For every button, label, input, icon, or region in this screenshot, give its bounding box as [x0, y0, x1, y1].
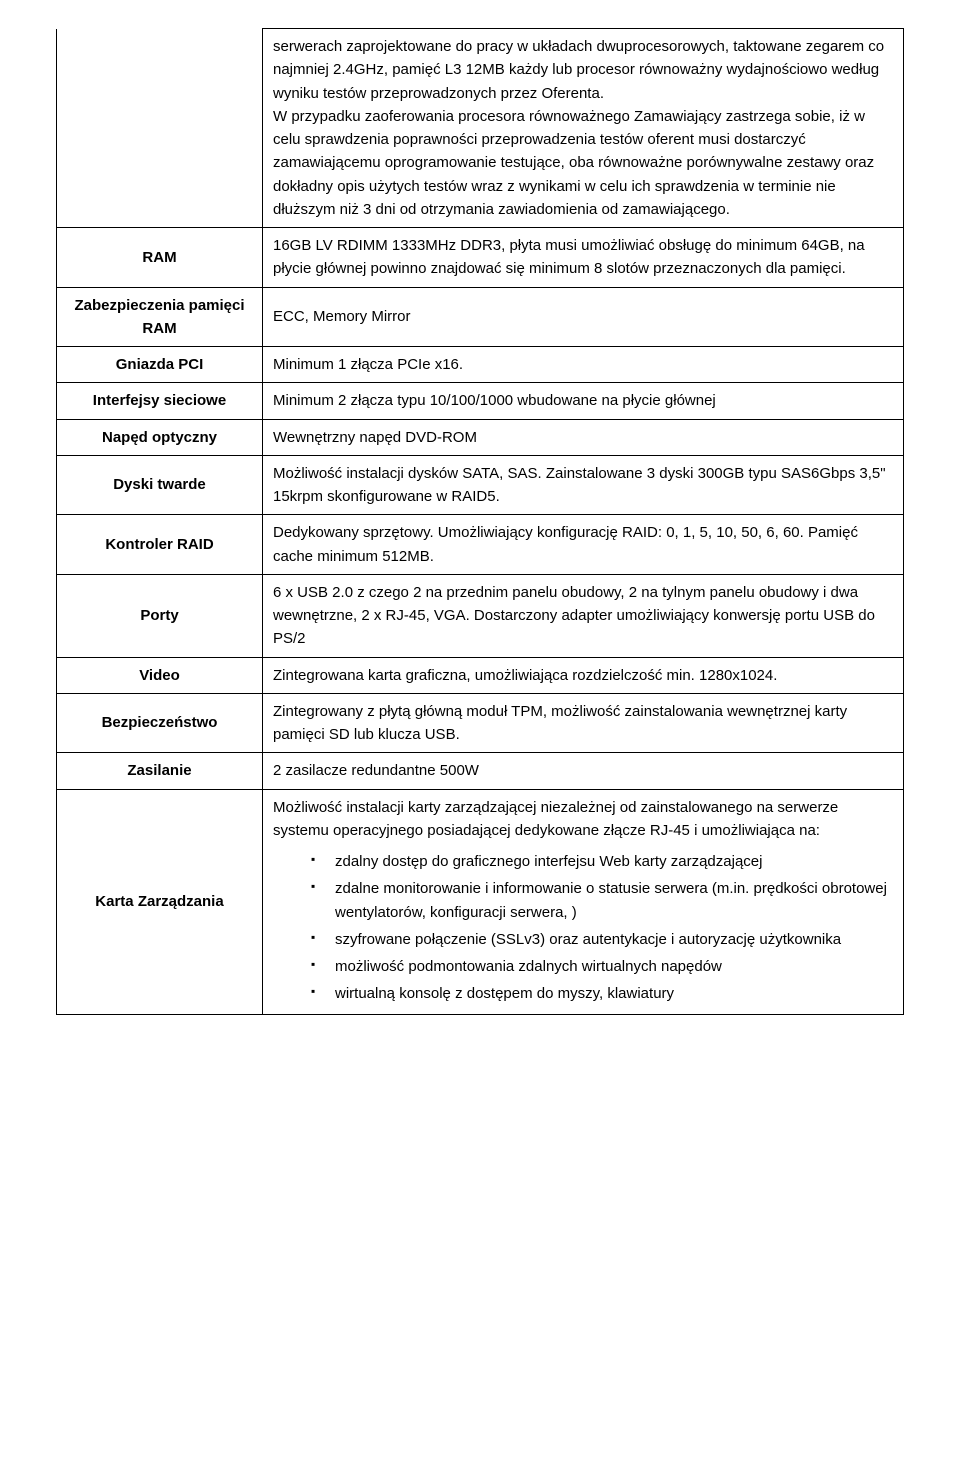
mgmt-intro: Możliwość instalacji karty zarządzającej…	[273, 796, 893, 843]
value-ports: 6 x USB 2.0 z czego 2 na przednim panelu…	[263, 574, 904, 657]
row-ports: Porty 6 x USB 2.0 z czego 2 na przednim …	[57, 574, 904, 657]
value-ram-protection: ECC, Memory Mirror	[263, 287, 904, 347]
page: serwerach zaprojektowane do pracy w ukła…	[0, 0, 960, 1055]
label-video: Video	[57, 657, 263, 693]
value-hdd: Możliwość instalacji dysków SATA, SAS. Z…	[263, 455, 904, 515]
label-ports: Porty	[57, 574, 263, 657]
row-mgmt: Karta Zarządzania Możliwość instalacji k…	[57, 789, 904, 1014]
mgmt-bullet: zdalne monitorowanie i informowanie o st…	[311, 875, 893, 926]
value-mgmt: Możliwość instalacji karty zarządzającej…	[263, 789, 904, 1014]
row-pci: Gniazda PCI Minimum 1 złącza PCIe x16.	[57, 347, 904, 383]
label-optical: Napęd optyczny	[57, 419, 263, 455]
row-cpu: serwerach zaprojektowane do pracy w ukła…	[57, 29, 904, 228]
label-cpu	[57, 29, 263, 228]
mgmt-bullet: szyfrowane połączenie (SSLv3) oraz auten…	[311, 926, 893, 953]
row-video: Video Zintegrowana karta graficzna, umoż…	[57, 657, 904, 693]
label-security: Bezpieczeństwo	[57, 693, 263, 753]
value-video: Zintegrowana karta graficzna, umożliwiaj…	[263, 657, 904, 693]
value-optical: Wewnętrzny napęd DVD-ROM	[263, 419, 904, 455]
label-ram: RAM	[57, 228, 263, 288]
value-raid: Dedykowany sprzętowy. Umożliwiający konf…	[263, 515, 904, 575]
row-power: Zasilanie 2 zasilacze redundantne 500W	[57, 753, 904, 789]
row-raid: Kontroler RAID Dedykowany sprzętowy. Umo…	[57, 515, 904, 575]
row-ram-protection: Zabezpieczenia pamięci RAM ECC, Memory M…	[57, 287, 904, 347]
row-optical: Napęd optyczny Wewnętrzny napęd DVD-ROM	[57, 419, 904, 455]
row-ram: RAM 16GB LV RDIMM 1333MHz DDR3, płyta mu…	[57, 228, 904, 288]
mgmt-bullets: zdalny dostęp do graficznego interfejsu …	[273, 848, 893, 1008]
spec-table: serwerach zaprojektowane do pracy w ukła…	[56, 28, 904, 1015]
value-nic: Minimum 2 złącza typu 10/100/1000 wbudow…	[263, 383, 904, 419]
value-pci: Minimum 1 złącza PCIe x16.	[263, 347, 904, 383]
value-power: 2 zasilacze redundantne 500W	[263, 753, 904, 789]
label-raid: Kontroler RAID	[57, 515, 263, 575]
row-hdd: Dyski twarde Możliwość instalacji dysków…	[57, 455, 904, 515]
label-nic: Interfejsy sieciowe	[57, 383, 263, 419]
row-nic: Interfejsy sieciowe Minimum 2 złącza typ…	[57, 383, 904, 419]
value-security: Zintegrowany z płytą główną moduł TPM, m…	[263, 693, 904, 753]
label-pci: Gniazda PCI	[57, 347, 263, 383]
mgmt-bullet: wirtualną konsolę z dostępem do myszy, k…	[311, 980, 893, 1007]
row-security: Bezpieczeństwo Zintegrowany z płytą głów…	[57, 693, 904, 753]
mgmt-bullet: możliwość podmontowania zdalnych wirtual…	[311, 953, 893, 980]
label-hdd: Dyski twarde	[57, 455, 263, 515]
label-mgmt: Karta Zarządzania	[57, 789, 263, 1014]
label-ram-protection: Zabezpieczenia pamięci RAM	[57, 287, 263, 347]
mgmt-bullet: zdalny dostęp do graficznego interfejsu …	[311, 848, 893, 875]
value-ram: 16GB LV RDIMM 1333MHz DDR3, płyta musi u…	[263, 228, 904, 288]
label-power: Zasilanie	[57, 753, 263, 789]
value-cpu: serwerach zaprojektowane do pracy w ukła…	[263, 29, 904, 228]
